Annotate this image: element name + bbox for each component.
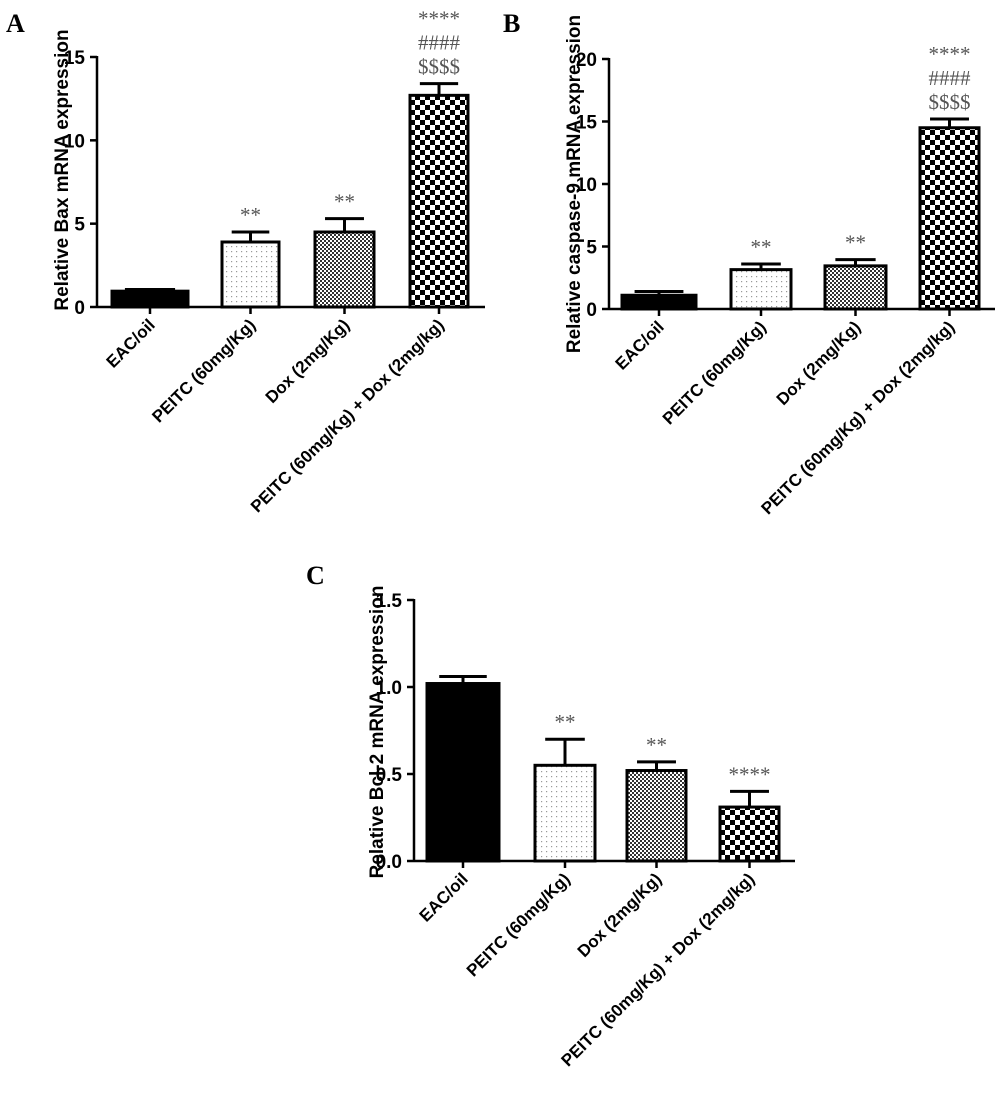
y-tick-label: 1.5	[376, 591, 403, 612]
error-bar-2	[231, 230, 270, 242]
significance-label: **	[240, 203, 261, 227]
error-bar-2	[545, 737, 585, 766]
y-tick-label: 1.0	[376, 678, 402, 699]
significance-label: ####	[418, 31, 461, 55]
significance-label: **	[334, 190, 355, 214]
error-bar-3	[835, 258, 876, 266]
significance-label: **	[845, 231, 866, 255]
y-tick-label: 15	[576, 113, 598, 134]
error-bar-2	[741, 262, 781, 270]
y-tick-label: 5	[586, 238, 597, 259]
panel-b-y-axis-label: Relative caspase-9 mRNA expression	[564, 15, 585, 353]
panel-a-y-axis-label: Relative Bax mRNA expression	[52, 29, 73, 310]
bar-3	[625, 769, 688, 863]
error-bar-1	[439, 675, 487, 684]
bar-1	[620, 293, 698, 311]
x-tick-label: Dox (2mg/Kg)	[574, 869, 666, 961]
chart-panel-a: A Relative Bax mRNA expression ********#…	[6, 7, 485, 516]
bar-1	[425, 682, 501, 863]
x-tick-label: EAC/oil	[612, 317, 668, 373]
y-tick-label: 20	[576, 50, 597, 71]
y-tick-label: 15	[64, 48, 86, 69]
x-tick-label: Dox (2mg/Kg)	[773, 317, 865, 409]
error-bar-4	[930, 117, 969, 128]
significance-label: ####	[929, 66, 972, 90]
y-tick-label: 0.0	[376, 852, 402, 873]
error-bar-4	[419, 82, 459, 96]
y-tick-label: 10	[576, 175, 597, 196]
y-tick-label: 0	[74, 298, 85, 319]
panel-c-y-axis-label: Relative Bcl-2 mRNA expression	[367, 586, 388, 879]
significance-label: ****	[729, 762, 771, 786]
x-tick-label: PEITC (60mg/Kg) + Dox (2mg/kg)	[558, 869, 759, 1070]
bar-4	[408, 93, 470, 309]
y-tick-label: 0	[586, 300, 597, 321]
error-bar-4	[730, 789, 769, 808]
bar-3	[823, 264, 888, 311]
y-tick-label: 10	[64, 131, 85, 152]
significance-label: ****	[418, 7, 460, 31]
panel-a-letter: A	[6, 9, 25, 38]
significance-label: **	[555, 710, 576, 734]
panel-c-letter: C	[306, 561, 325, 590]
error-bar-3	[637, 760, 676, 771]
x-tick-label: PEITC (60mg/Kg) + Dox (2mg/kg)	[247, 315, 448, 516]
error-bar-3	[325, 217, 364, 232]
x-tick-label: PEITC (60mg/Kg)	[659, 317, 770, 428]
x-tick-label: EAC/oil	[103, 315, 159, 371]
x-tick-label: Dox (2mg/Kg)	[262, 315, 354, 407]
bar-2	[729, 268, 793, 311]
bar-4	[918, 126, 981, 311]
bar-3	[313, 230, 376, 309]
significance-label: **	[646, 733, 667, 757]
panel-b-letter: B	[503, 9, 520, 38]
chart-panel-c: C Relative Bcl-2 mRNA expression *******…	[306, 561, 795, 1070]
bar-2	[533, 763, 597, 863]
x-tick-label: PEITC (60mg/Kg) + Dox (2mg/kg)	[758, 317, 959, 518]
significance-label: **	[751, 235, 772, 259]
chart-panel-b: B Relative caspase-9 mRNA expression ** *…	[503, 9, 995, 518]
x-tick-label: EAC/oil	[416, 869, 472, 925]
significance-label: $$$$	[929, 90, 971, 114]
x-tick-label: PEITC (60mg/Kg)	[463, 869, 574, 980]
error-bar-1	[634, 290, 684, 296]
significance-label: $$$$	[418, 55, 460, 79]
y-tick-label: 0.5	[376, 765, 403, 786]
x-tick-label: PEITC (60mg/Kg)	[148, 315, 259, 426]
significance-label: ****	[929, 42, 971, 66]
bar-2	[220, 240, 281, 309]
y-tick-label: 5	[74, 215, 85, 236]
error-bar-1	[124, 288, 176, 292]
bar-1	[110, 289, 190, 309]
bar-4	[718, 805, 781, 863]
